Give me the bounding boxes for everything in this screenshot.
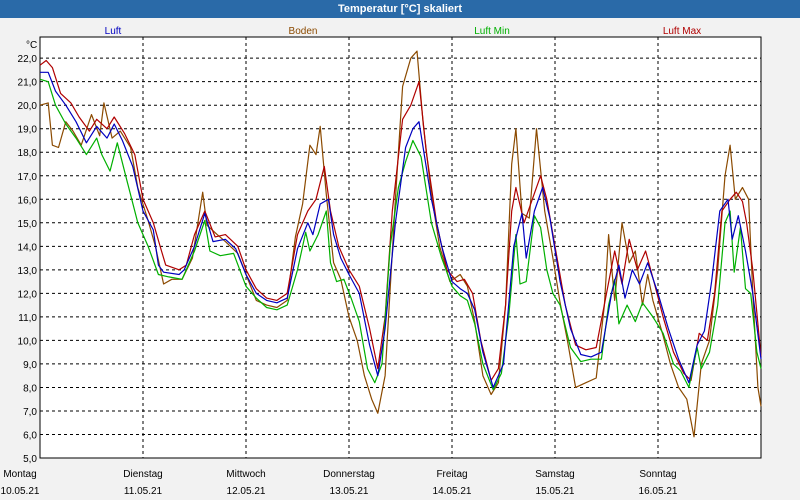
day-date-label: 14.05.21 (433, 486, 472, 497)
y-tick-label: 8,0 (23, 383, 37, 394)
day-name-label: Sonntag (639, 469, 676, 480)
day-name-label: Montag (3, 469, 36, 480)
series-line-luft (40, 71, 762, 388)
y-tick-label: 14,0 (18, 242, 38, 253)
legend-entry: Luft Max (663, 26, 701, 37)
day-date-label: 12.05.21 (227, 486, 266, 497)
legend: Luft Boden Luft Min Luft Max (105, 26, 702, 37)
legend-entry: Boden (289, 26, 318, 37)
y-tick-label: 15,0 (18, 219, 38, 230)
series-lines (39, 50, 762, 438)
day-date-label: 10.05.21 (1, 486, 40, 497)
y-tick-label: 12,0 (18, 289, 38, 300)
x-day-labels: Montag 10.05.21 Dienstag 11.05.21 Mittwoch 12… (1, 469, 678, 497)
legend-entry: Luft (105, 26, 122, 37)
day-name-label: Freitag (436, 469, 467, 480)
day-name-label: Dienstag (123, 469, 162, 480)
temperature-chart: 5,0 6,0 7,0 8,0 9,0 10,0 11,0 12,0 13,0 14,0 15,0 1… (1, 26, 762, 497)
y-tick-label: 9,0 (23, 360, 37, 371)
series-line-luft-min (39, 78, 762, 391)
day-date-label: 15.05.21 (536, 486, 575, 497)
y-tick-label: 7,0 (23, 407, 37, 418)
y-tick-label: 19,0 (18, 125, 38, 136)
y-tick-label: 21,0 (18, 78, 38, 89)
y-axis-unit: °C (26, 40, 37, 51)
day-name-label: Samstag (535, 469, 574, 480)
y-tick-labels: 5,0 6,0 7,0 8,0 9,0 10,0 11,0 12,0 13,0 14,0 15,0 1… (18, 54, 38, 465)
day-date-label: 11.05.21 (124, 486, 163, 497)
y-tick-label: 11,0 (18, 313, 37, 324)
day-name-label: Donnerstag (323, 469, 375, 480)
day-date-label: 16.05.21 (639, 486, 678, 497)
y-tick-label: 16,0 (18, 195, 38, 206)
day-date-label: 13.05.21 (330, 486, 369, 497)
chart-title: Temperatur [°C] skaliert (0, 0, 800, 18)
y-tick-label: 10,0 (18, 336, 38, 347)
y-tick-label: 13,0 (18, 266, 38, 277)
y-tick-label: 17,0 (18, 172, 38, 183)
y-tick-label: 22,0 (18, 54, 38, 65)
y-tick-label: 6,0 (23, 430, 37, 441)
day-name-label: Mittwoch (226, 469, 265, 480)
y-tick-label: 5,0 (23, 454, 37, 465)
legend-entry: Luft Min (474, 26, 510, 37)
y-tick-label: 18,0 (18, 148, 38, 159)
y-tick-label: 20,0 (18, 101, 38, 112)
